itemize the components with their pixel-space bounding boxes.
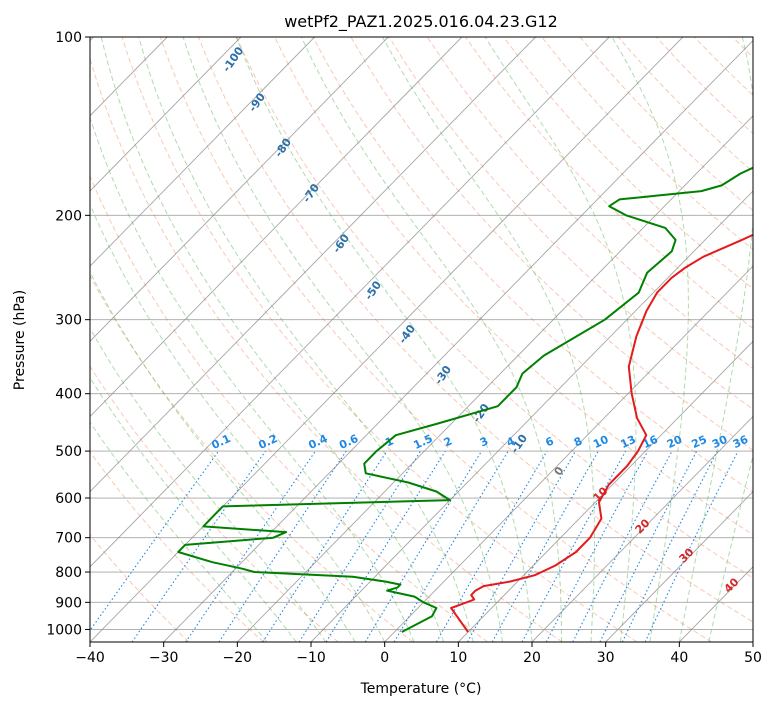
- x-tick-label: 20: [523, 650, 541, 666]
- dry-adiabat-line: [503, 37, 753, 290]
- mixing-ratio-line: [262, 450, 388, 642]
- dry-adiabat-line: [388, 37, 753, 410]
- dry-adiabat-line: [236, 37, 753, 579]
- dry-adiabat-line: [121, 37, 638, 642]
- x-tick-label: −30: [149, 650, 179, 666]
- isotherm-line: [90, 37, 684, 642]
- mixing-ratio-line: [131, 450, 266, 642]
- mixing-ratio-line: [364, 450, 483, 642]
- plot-frame: [89, 36, 754, 643]
- moist-adiabat-line: [678, 37, 753, 642]
- x-tick-label: 30: [597, 650, 615, 666]
- dry-adiabat-line: [312, 37, 753, 493]
- dry-adiabat-line: [90, 56, 563, 642]
- isotherm-line: [90, 37, 536, 493]
- isotherm-line: [531, 415, 753, 642]
- mixing-ratio-label: 13: [619, 433, 638, 451]
- x-tick-label: −20: [223, 650, 253, 666]
- moist-adiabat-line: [90, 270, 356, 642]
- moist-adiabat-line: [182, 37, 503, 642]
- y-tick-label: 300: [55, 313, 82, 329]
- isotherm-line: [458, 340, 753, 642]
- y-tick-label: 800: [55, 565, 82, 581]
- y-tick-label: 1000: [46, 622, 82, 638]
- chart-title: wetPf2_PAZ1.2025.016.04.23.G12: [284, 12, 558, 32]
- mixing-ratio-label: 10: [591, 433, 611, 451]
- isotherm-line: [90, 37, 610, 568]
- mixing-ratio-line: [621, 450, 718, 642]
- dry-adiabat-line: [465, 37, 753, 329]
- mixing-ratio-label: 25: [690, 433, 709, 451]
- moist-adiabat-line: [138, 37, 474, 642]
- dry-adiabat-line: [90, 365, 339, 642]
- mixing-ratio-line: [467, 450, 577, 642]
- dry-adiabat-line: [90, 274, 414, 642]
- moist-adiabat-line: [90, 115, 415, 642]
- isotherm-line: [90, 37, 389, 342]
- moist-adiabat-line: [90, 327, 327, 642]
- moist-adiabat-line: [90, 203, 386, 642]
- x-axis-label: Temperature (°C): [360, 681, 482, 697]
- y-tick-label: 400: [55, 387, 82, 403]
- y-tick-label: 900: [55, 595, 82, 611]
- mixing-ratio-label: 30: [710, 433, 730, 451]
- isotherm-line: [90, 37, 242, 192]
- mixing-ratio-line: [545, 450, 649, 642]
- x-tick-label: 10: [449, 650, 467, 666]
- mixing-ratio-line: [521, 450, 627, 642]
- x-tick-label: 50: [744, 650, 762, 666]
- y-tick-label: 600: [55, 491, 82, 507]
- dry-adiabat-line: [274, 37, 753, 536]
- moist-adiabat-line: [100, 37, 445, 642]
- mixing-ratio-line: [90, 450, 220, 632]
- x-tick-label: 0: [380, 650, 389, 666]
- y-tick-label: 700: [55, 531, 82, 547]
- mixing-ratio-label: 36: [731, 433, 751, 451]
- x-tick-label: −10: [296, 650, 326, 666]
- moist-adiabat-line: [90, 421, 268, 642]
- moist-adiabat-line: [235, 37, 533, 642]
- isotherm-line: [163, 39, 753, 642]
- isotherm-line: [90, 37, 463, 418]
- y-tick-label: 200: [55, 208, 82, 224]
- moist-adiabat-line: [382, 37, 595, 642]
- mixing-ratio-label: 20: [665, 433, 685, 451]
- moist-adiabat-line: [300, 37, 562, 642]
- dry-adiabat-line: [90, 533, 190, 642]
- dry-adiabat-line: [159, 37, 712, 642]
- moist-adiabat-line: [708, 453, 753, 642]
- x-tick-label: −40: [75, 650, 105, 666]
- mixing-ratio-line: [298, 450, 422, 642]
- isotherm-line: [310, 190, 753, 642]
- y-tick-label: 100: [55, 30, 82, 46]
- isotherm-line: [605, 491, 753, 642]
- moist-adiabat-line: [484, 37, 637, 642]
- mixing-ratio-line: [599, 450, 698, 642]
- moist-adiabat-line: [611, 37, 689, 642]
- isotherm-line: [237, 115, 753, 642]
- temperature-profile-line: [450, 233, 753, 633]
- dry-adiabat-line: [197, 37, 753, 623]
- isotherm-line: [384, 265, 753, 642]
- y-axis-label: Pressure (hPa): [12, 290, 28, 390]
- mixing-ratio-line: [218, 450, 347, 642]
- mixing-ratio-line: [185, 450, 316, 642]
- isotherm-line: [90, 37, 315, 267]
- x-tick-label: 40: [670, 650, 688, 666]
- dewpoint-profile-line: [177, 166, 753, 633]
- y-tick-label: 500: [55, 444, 82, 460]
